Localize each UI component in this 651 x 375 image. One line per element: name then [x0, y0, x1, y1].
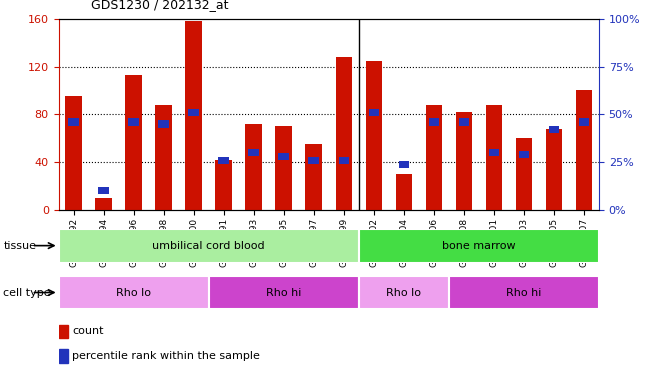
Bar [59, 349, 68, 363]
Bar [279, 153, 289, 160]
Text: GDS1230 / 202132_at: GDS1230 / 202132_at [91, 0, 229, 11]
Text: bone marrow: bone marrow [442, 241, 516, 250]
Bar [275, 126, 292, 210]
Text: percentile rank within the sample: percentile rank within the sample [72, 351, 260, 361]
Bar [219, 157, 229, 164]
Bar [188, 109, 199, 116]
Bar [335, 57, 352, 210]
Bar [486, 105, 502, 210]
Bar [59, 325, 68, 338]
Bar [339, 157, 349, 164]
Bar [305, 144, 322, 210]
Bar [365, 61, 382, 210]
Bar [95, 198, 112, 210]
Text: Rho hi: Rho hi [266, 288, 301, 297]
Bar [209, 276, 359, 309]
Text: Rho lo: Rho lo [116, 288, 151, 297]
Bar [309, 157, 319, 164]
Bar [68, 118, 79, 126]
Bar [59, 276, 209, 309]
Bar [59, 229, 359, 262]
Bar [579, 118, 589, 126]
Bar [449, 276, 599, 309]
Text: tissue: tissue [3, 241, 36, 250]
Bar [426, 105, 442, 210]
Bar [368, 109, 379, 116]
Text: Rho lo: Rho lo [386, 288, 421, 297]
Bar [519, 151, 529, 158]
Bar [398, 160, 409, 168]
Bar [245, 124, 262, 210]
Bar [489, 149, 499, 156]
Bar [215, 160, 232, 210]
Bar [156, 105, 172, 210]
Bar [359, 229, 599, 262]
Bar [249, 149, 259, 156]
Text: cell type: cell type [3, 288, 51, 297]
Bar [158, 120, 169, 128]
Bar [128, 118, 139, 126]
Bar [126, 75, 142, 210]
Bar [546, 129, 562, 210]
Bar [575, 90, 592, 210]
Bar [186, 21, 202, 210]
Bar [456, 112, 472, 210]
Text: Rho hi: Rho hi [506, 288, 542, 297]
Bar [98, 187, 109, 195]
Text: umbilical cord blood: umbilical cord blood [152, 241, 265, 250]
Bar [65, 96, 82, 210]
Bar [428, 118, 439, 126]
Bar [516, 138, 532, 210]
Bar [396, 174, 412, 210]
Bar [458, 118, 469, 126]
Text: count: count [72, 326, 104, 336]
Bar [359, 276, 449, 309]
Bar [549, 126, 559, 133]
